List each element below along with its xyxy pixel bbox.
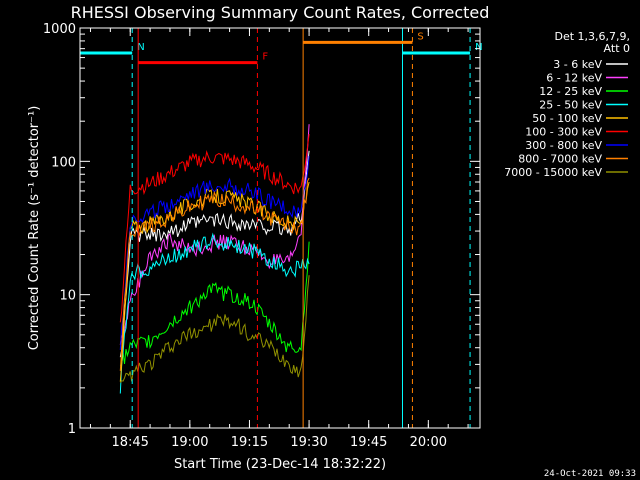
legend-entry-label: 800 - 7000 keV — [518, 153, 602, 166]
series-line — [119, 177, 310, 371]
legend-entry-label: 300 - 800 keV — [525, 139, 602, 152]
series-line — [119, 241, 310, 366]
annotation-layer: N N F S — [79, 28, 483, 428]
legend-entry-label: 12 - 25 keV — [539, 85, 602, 98]
legend-entry-label: 25 - 50 keV — [539, 99, 602, 112]
series-layer — [119, 124, 310, 394]
footer-timestamp: 24-Oct-2021 09:33 — [544, 469, 636, 479]
flare-label: F — [262, 52, 268, 63]
axes-layer: 18:45 19:00 19:15 19:30 19:45 20:00 1 10 100 1000 — [43, 22, 480, 450]
series-line — [119, 134, 310, 323]
y-tick-label: 100 — [51, 155, 76, 170]
legend-entry-label: 100 - 300 keV — [525, 126, 602, 139]
night-label: N — [475, 42, 482, 53]
x-tick-label: 19:45 — [350, 435, 387, 450]
legend-title: Det 1,3,6,7,9, — [554, 30, 630, 43]
x-tick-label: 19:15 — [231, 435, 268, 450]
series-line — [119, 150, 310, 358]
plot-frame — [79, 27, 481, 429]
x-axis-label: Start Time (23-Dec-14 18:32:22) — [174, 457, 386, 472]
legend-entry-label: 50 - 100 keV — [532, 112, 602, 125]
legend-entry-label: 7000 - 15000 keV — [504, 166, 602, 179]
night-label: N — [137, 42, 144, 53]
x-tick-label: 18:45 — [111, 435, 148, 450]
x-tick-label: 20:00 — [410, 435, 447, 450]
y-tick-label: 1 — [68, 422, 76, 437]
chart-title: RHESSI Observing Summary Count Rates, Co… — [71, 3, 490, 22]
x-tick-label: 19:30 — [290, 435, 327, 450]
y-tick-label: 1000 — [43, 22, 76, 37]
series-line — [119, 181, 310, 382]
series-line — [119, 124, 310, 345]
series-line — [119, 232, 310, 394]
saa-label: S — [417, 31, 423, 42]
y-axis-label: Corrected Count Rate (s⁻¹ detector⁻¹) — [27, 106, 42, 351]
series-line — [119, 275, 310, 383]
x-tick-label: 19:00 — [171, 435, 208, 450]
legend-entry-label: 6 - 12 keV — [546, 72, 602, 85]
y-tick-label: 10 — [59, 289, 76, 304]
legend-title: Att 0 — [604, 42, 630, 55]
legend-entry-label: 3 - 6 keV — [553, 58, 602, 71]
